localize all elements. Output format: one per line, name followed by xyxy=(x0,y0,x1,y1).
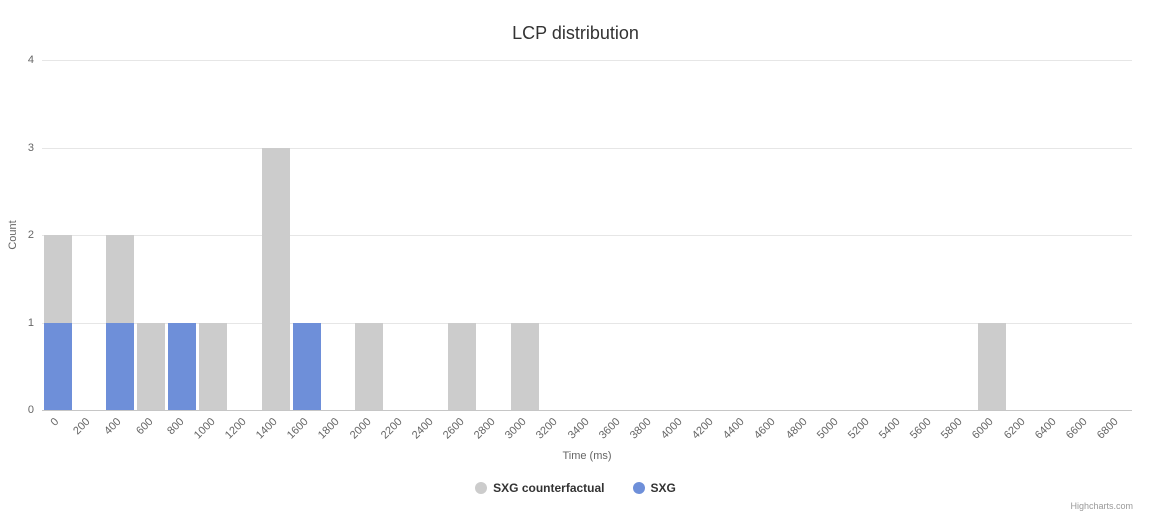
bar-sxg-counterfactual[interactable] xyxy=(510,322,539,410)
credits-link[interactable]: Highcharts.com xyxy=(1070,501,1133,511)
legend-marker-icon xyxy=(632,482,645,494)
plot-area xyxy=(42,60,1132,411)
legend-marker-icon xyxy=(475,482,488,494)
y-axis-tick-label: 1 xyxy=(27,316,34,329)
gridline xyxy=(42,147,1132,149)
bar-sxg-counterfactual[interactable] xyxy=(199,322,228,410)
gridline xyxy=(42,60,1132,61)
bar-sxg-counterfactual[interactable] xyxy=(137,322,165,410)
legend: SXG counterfactual SXG xyxy=(0,481,1151,495)
bar-sxg-counterfactual[interactable] xyxy=(261,147,290,410)
legend-item-sxg-counterfactual[interactable]: SXG counterfactual xyxy=(475,481,605,495)
bar-sxg[interactable] xyxy=(292,322,321,410)
bar-sxg-counterfactual[interactable] xyxy=(977,322,1006,410)
legend-label: SXG xyxy=(650,481,676,495)
y-axis-tick-label: 4 xyxy=(27,54,34,66)
y-axis-tick-label: 0 xyxy=(27,404,34,416)
y-axis-tick-label: 2 xyxy=(27,229,34,241)
bar-sxg[interactable] xyxy=(43,322,72,410)
gridline xyxy=(42,322,1132,324)
gridline xyxy=(42,235,1132,236)
legend-item-sxg[interactable]: SXG xyxy=(632,481,676,495)
x-axis-title: Time (ms) xyxy=(562,450,612,462)
bar-sxg[interactable] xyxy=(105,322,134,410)
bar-sxg-counterfactual[interactable] xyxy=(448,322,477,410)
bar-sxg[interactable] xyxy=(168,322,197,410)
y-axis-tick-label: 3 xyxy=(27,141,34,154)
chart-title: LCP distribution xyxy=(512,23,639,43)
x-axis-line xyxy=(42,410,1132,411)
bar-sxg-counterfactual[interactable] xyxy=(355,322,383,410)
legend-label: SXG counterfactual xyxy=(493,481,605,495)
